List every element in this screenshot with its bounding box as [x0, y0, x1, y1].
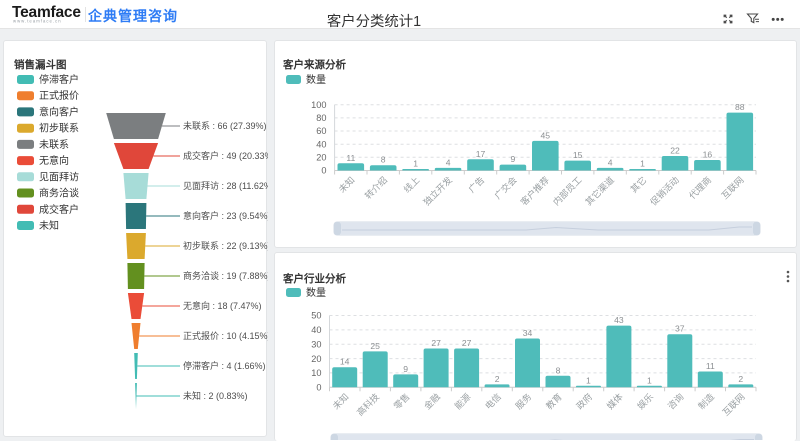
- svg-text:商务洽谈 : 19 (7.88%): 商务洽谈 : 19 (7.88%): [183, 270, 268, 281]
- svg-text:数量: 数量: [306, 73, 326, 86]
- svg-text:未知: 未知: [336, 174, 357, 195]
- svg-text:互联网: 互联网: [721, 392, 747, 418]
- svg-text:电信: 电信: [482, 391, 503, 412]
- svg-text:0: 0: [316, 383, 321, 393]
- svg-text:9: 9: [511, 154, 516, 164]
- svg-text:8: 8: [556, 365, 561, 375]
- svg-text:其它渠道: 其它渠道: [583, 174, 616, 207]
- svg-text:27: 27: [431, 338, 441, 348]
- svg-text:25: 25: [370, 341, 380, 351]
- svg-text:其它: 其它: [628, 174, 649, 195]
- svg-text:2: 2: [738, 374, 743, 384]
- svg-text:咨询: 咨询: [665, 391, 686, 412]
- svg-text:内部员工: 内部员工: [550, 174, 583, 207]
- svg-text:互联网: 互联网: [720, 175, 746, 201]
- svg-text:50: 50: [311, 311, 321, 321]
- svg-text:11: 11: [706, 361, 715, 371]
- svg-text:1: 1: [640, 159, 645, 169]
- svg-text:37: 37: [675, 324, 685, 334]
- svg-text:初步联系: 初步联系: [39, 122, 79, 135]
- svg-text:8: 8: [381, 155, 386, 165]
- svg-text:金融: 金融: [421, 391, 442, 412]
- svg-text:80: 80: [316, 113, 326, 123]
- svg-text:未联系 : 66 (27.39%): 未联系 : 66 (27.39%): [183, 120, 267, 131]
- svg-text:数量: 数量: [306, 286, 326, 299]
- svg-text:娱乐: 娱乐: [635, 391, 656, 412]
- svg-text:停滞客户 : 4 (1.66%): 停滞客户 : 4 (1.66%): [183, 360, 266, 371]
- svg-text:10: 10: [311, 368, 321, 378]
- svg-text:正式报价 : 10 (4.15%): 正式报价 : 10 (4.15%): [183, 330, 268, 341]
- svg-text:促销活动: 促销活动: [648, 174, 681, 207]
- svg-text:广告: 广告: [466, 174, 487, 195]
- svg-text:88: 88: [735, 102, 745, 112]
- svg-text:独立开发: 独立开发: [421, 174, 454, 207]
- svg-text:成交客户: 成交客户: [39, 203, 79, 216]
- svg-text:17: 17: [476, 149, 486, 159]
- svg-text:16: 16: [703, 150, 713, 160]
- svg-text:无意向: 无意向: [39, 154, 69, 167]
- svg-text:媒体: 媒体: [604, 391, 625, 412]
- svg-text:15: 15: [573, 150, 583, 160]
- svg-text:45: 45: [541, 130, 551, 140]
- svg-text:1: 1: [647, 375, 652, 385]
- svg-text:27: 27: [462, 338, 472, 348]
- svg-text:见面拜访 : 28 (11.62%): 见面拜访 : 28 (11.62%): [183, 181, 268, 191]
- svg-text:成交客户 : 49 (20.33%): 成交客户 : 49 (20.33%): [183, 150, 268, 161]
- svg-text:停滞客户: 停滞客户: [39, 73, 79, 86]
- svg-text:高科技: 高科技: [354, 391, 381, 418]
- svg-text:见面拜访: 见面拜访: [39, 171, 79, 183]
- svg-text:20: 20: [311, 354, 321, 364]
- svg-text:22: 22: [670, 146, 680, 156]
- svg-text:1: 1: [586, 375, 591, 385]
- svg-text:线上: 线上: [401, 174, 422, 195]
- svg-text:4: 4: [446, 157, 451, 167]
- svg-text:100: 100: [311, 100, 326, 110]
- svg-text:4: 4: [608, 157, 613, 167]
- svg-text:2: 2: [495, 374, 500, 384]
- svg-text:未知: 未知: [330, 391, 351, 412]
- svg-text:政府: 政府: [574, 391, 595, 412]
- svg-text:1: 1: [413, 159, 418, 169]
- svg-text:能源: 能源: [452, 391, 473, 412]
- svg-text:意向客户 : 23 (9.54%): 意向客户 : 23 (9.54%): [183, 210, 268, 221]
- svg-text:9: 9: [403, 364, 408, 374]
- svg-text:正式报价: 正式报价: [39, 89, 79, 102]
- svg-text:34: 34: [523, 328, 533, 338]
- svg-text:未联系: 未联系: [39, 139, 69, 151]
- svg-text:43: 43: [614, 315, 624, 325]
- svg-text:零售: 零售: [391, 391, 412, 412]
- svg-text:20: 20: [316, 153, 326, 163]
- svg-text:教育: 教育: [543, 391, 564, 412]
- svg-text:代理商: 代理商: [686, 174, 713, 201]
- svg-text:客户推荐: 客户推荐: [518, 174, 551, 207]
- svg-text:无意向 : 18 (7.47%): 无意向 : 18 (7.47%): [183, 300, 262, 311]
- svg-text:转介绍: 转介绍: [362, 174, 389, 201]
- svg-text:广交会: 广交会: [492, 174, 519, 201]
- svg-text:服务: 服务: [513, 391, 534, 412]
- svg-text:意向客户: 意向客户: [39, 105, 79, 118]
- svg-text:60: 60: [316, 126, 326, 136]
- svg-text:初步联系 : 22 (9.13%): 初步联系 : 22 (9.13%): [183, 240, 268, 251]
- svg-text:0: 0: [321, 166, 326, 176]
- svg-text:制造: 制造: [696, 391, 717, 412]
- svg-text:11: 11: [346, 153, 355, 163]
- svg-text:商务洽谈: 商务洽谈: [39, 187, 79, 200]
- svg-text:未知 : 2 (0.83%): 未知 : 2 (0.83%): [183, 390, 248, 401]
- svg-text:30: 30: [311, 339, 321, 349]
- svg-text:14: 14: [340, 357, 350, 367]
- svg-text:40: 40: [316, 139, 326, 149]
- svg-text:40: 40: [311, 325, 321, 335]
- svg-text:未知: 未知: [39, 219, 59, 232]
